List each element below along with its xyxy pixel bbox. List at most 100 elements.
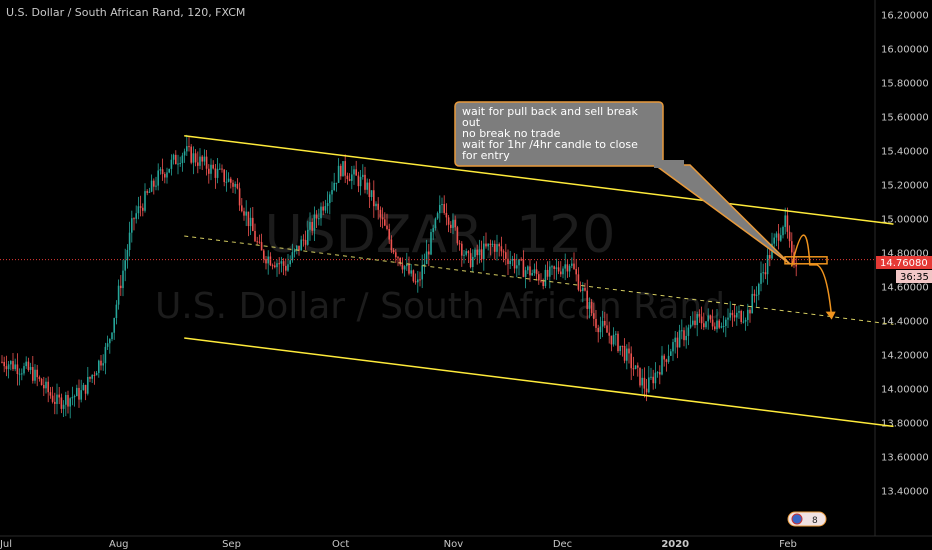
candle-body: [747, 309, 749, 320]
candle-body: [483, 243, 485, 260]
candle-body: [109, 339, 111, 344]
candle-body: [296, 245, 298, 250]
candle-body: [727, 317, 729, 320]
candle-body: [758, 283, 760, 295]
candle-body: [241, 205, 243, 212]
candle-body: [476, 249, 478, 256]
flag-icon: [791, 513, 803, 525]
candle-body: [452, 219, 454, 228]
candle-body: [401, 264, 404, 270]
candle-body: [362, 174, 364, 177]
candle-body: [49, 392, 52, 396]
candle-body: [432, 228, 434, 233]
candle-body: [733, 315, 736, 318]
candle-body: [153, 180, 155, 187]
candle-body: [573, 263, 575, 269]
candle-body: [276, 263, 278, 268]
candle-body: [564, 264, 566, 269]
candle-body: [122, 270, 124, 289]
candle-body: [307, 229, 309, 245]
candle-body: [461, 243, 463, 256]
candle-body: [742, 321, 745, 323]
candle-body: [342, 161, 344, 177]
candle-body: [84, 384, 87, 394]
chart-title: U.S. Dollar / South African Rand, 120, F…: [6, 6, 245, 19]
candle-body: [560, 271, 562, 275]
candle-body: [518, 259, 520, 266]
candle-body: [168, 168, 170, 173]
candle-body: [601, 320, 604, 327]
note-line-5: for entry: [462, 149, 510, 162]
candle-body: [67, 395, 69, 407]
candle-body: [672, 342, 674, 352]
candle-body: [302, 239, 305, 241]
candle-body: [291, 252, 294, 261]
candle-body: [1, 361, 3, 363]
watermark-name: U.S. Dollar / South African Rand: [155, 286, 725, 327]
candle-body: [69, 398, 71, 407]
candle-body: [725, 319, 727, 326]
candle-body: [386, 225, 388, 229]
candle-body: [615, 333, 617, 335]
projection-arrow[interactable]: [790, 234, 833, 318]
candle-body: [535, 269, 538, 275]
candle-body: [91, 374, 93, 379]
candle-body: [370, 190, 373, 198]
candle-body: [597, 327, 599, 333]
candle-body: [274, 265, 276, 268]
candle-body: [205, 156, 208, 169]
candle-body: [766, 255, 769, 275]
candle-body: [93, 374, 96, 376]
candle-body: [436, 213, 439, 219]
candle-body: [698, 314, 701, 317]
lower-channel-line[interactable]: [184, 337, 894, 428]
y-tick-label: 13.40000: [881, 487, 929, 498]
candle-body: [216, 168, 219, 178]
candle-body: [648, 377, 650, 393]
candle-body: [142, 207, 144, 211]
upper-channel-line[interactable]: [184, 134, 894, 225]
x-tick-label: Jul: [0, 539, 12, 550]
candle-body: [628, 348, 630, 354]
candle-body: [256, 241, 258, 243]
candle-body: [190, 146, 192, 163]
candle-body: [318, 218, 320, 220]
candle-body: [663, 355, 665, 360]
time-axis[interactable]: Jul Aug Sep Oct Nov Dec 2020 Feb: [0, 535, 932, 550]
candle-body: [540, 280, 542, 282]
candle-body: [76, 387, 78, 397]
y-tick-label: 14.20000: [881, 351, 929, 362]
candle-body: [56, 394, 58, 404]
candle-body: [641, 377, 643, 386]
y-tick-label: 15.60000: [881, 113, 929, 124]
candle-body: [225, 181, 228, 183]
candle-body: [271, 265, 274, 267]
candle-body: [139, 206, 142, 208]
candle-body: [760, 273, 762, 284]
candle-body: [14, 364, 16, 370]
candle-body: [769, 255, 771, 259]
channel-midline[interactable]: [184, 235, 894, 325]
candle-body: [357, 175, 360, 187]
candle-body: [29, 367, 32, 370]
note-callout[interactable]: wait for pull back and sell break out no…: [454, 101, 791, 265]
events-badge[interactable]: 8: [787, 511, 827, 527]
candle-body: [381, 217, 384, 220]
y-tick-label: 15.00000: [881, 215, 929, 226]
y-tick-label: 14.80000: [881, 249, 929, 260]
candle-body: [762, 272, 764, 274]
candle-body: [230, 178, 232, 183]
candle-body: [333, 182, 335, 191]
candle-body: [513, 258, 516, 269]
candle-body: [102, 363, 104, 366]
price-axis[interactable]: 16.20000 16.00000 15.80000 15.60000 15.40000…: [874, 0, 929, 536]
candle-body: [249, 217, 252, 227]
candle-body: [304, 240, 307, 245]
candle-body: [60, 397, 63, 409]
candle-body: [373, 190, 375, 207]
candle-body: [450, 224, 452, 228]
candle-body: [298, 245, 300, 251]
candle-body: [80, 390, 82, 400]
